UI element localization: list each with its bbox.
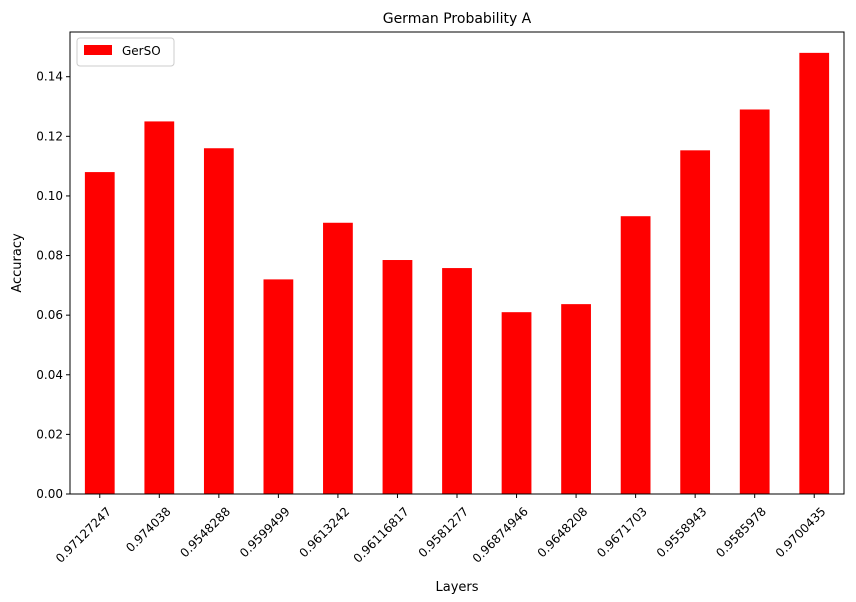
x-tick-label: 0.96874946 [470,504,531,565]
x-tick-label: 0.9585978 [713,504,769,560]
bar-0.96874946 [501,312,532,494]
x-tick-label: 0.9581277 [416,504,472,560]
legend: GerSO [76,37,175,67]
bar-0.9581277 [442,268,472,494]
y-tick-label: 0.08 [36,249,63,263]
bar-0.9599499 [263,279,294,494]
x-tick-label: 0.9558943 [654,504,710,560]
x-tick-label: 0.9648208 [535,504,591,560]
legend-label: GerSO [122,44,161,58]
y-tick-label: 0.04 [36,368,63,382]
bar-0.974038 [144,121,175,494]
bar-0.9648208 [561,304,591,494]
x-tick-label: 0.9599499 [237,504,293,560]
y-tick-label: 0.00 [36,487,63,501]
y-axis-label: Accuracy [10,233,25,293]
y-tick-label: 0.14 [36,70,63,84]
bar-0.9700435 [799,52,830,495]
x-tick-label: 0.9700435 [773,504,829,560]
y-axis: 0.00 0.02 0.04 0.06 0.08 0.10 0.12 0.14 [36,70,70,501]
x-axis-label: Layers [435,580,478,595]
x-tick-label: 0.96116817 [351,504,412,565]
y-tick-label: 0.10 [36,189,63,203]
bar-0.9548288 [203,148,234,494]
bar-0.96116817 [382,260,413,494]
legend-swatch [84,45,112,55]
y-tick-label: 0.06 [36,308,63,322]
chart-title: German Probability A [383,11,532,27]
y-tick-label: 0.12 [36,129,63,143]
bar-0.9671703 [620,216,651,495]
x-tick-label: 0.9548288 [177,504,233,560]
x-tick-label: 0.9671703 [594,504,650,560]
x-tick-label: 0.9613242 [296,504,352,560]
x-axis: 0.97127247 0.974038 0.9548288 0.9599499 0.96… [53,494,829,566]
bar-0.9613242 [323,222,353,494]
y-tick-label: 0.02 [36,427,63,441]
plot-frame [69,31,845,495]
bars-group [84,52,830,495]
x-tick-label: 0.974038 [123,504,173,554]
bar-0.97127247 [84,172,115,494]
bar-0.9585978 [739,109,770,495]
x-tick-label: 0.97127247 [53,504,114,565]
bar-0.9558943 [680,150,711,495]
